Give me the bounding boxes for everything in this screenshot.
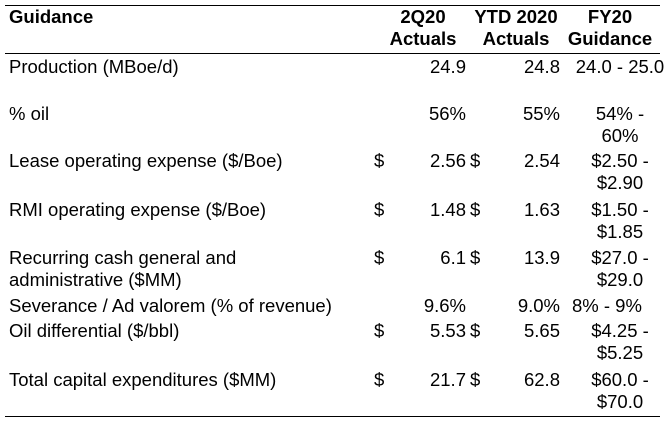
value-ytd: 62.8 bbox=[523, 369, 560, 390]
value-2q20: 56% bbox=[428, 103, 466, 124]
currency-2q20: $ bbox=[374, 199, 385, 220]
value-2q20: 9.6% bbox=[423, 295, 466, 316]
header-fy20-guidance: FY20 Guidance bbox=[567, 6, 653, 49]
row-label: Oil differential ($/bbl) bbox=[9, 320, 180, 341]
header-guidance: Guidance bbox=[9, 6, 94, 27]
row-label: Severance / Ad valorem (% of revenue) bbox=[9, 295, 332, 316]
header-ytd-2020-actuals: YTD 2020 Actuals bbox=[474, 6, 558, 49]
value-2q20: 2.56 bbox=[429, 150, 466, 171]
value-fy20-guidance: $60.0 - $70.0 bbox=[591, 369, 649, 412]
value-fy20-guidance: 54% - 60% bbox=[595, 103, 645, 146]
value-fy20-guidance: $4.25 - $5.25 bbox=[591, 320, 649, 363]
value-fy20-guidance: $1.50 - $1.85 bbox=[591, 199, 649, 242]
currency-2q20: $ bbox=[374, 369, 385, 390]
row-label: Total capital expenditures ($MM) bbox=[9, 369, 277, 390]
currency-ytd: $ bbox=[470, 369, 481, 390]
value-2q20: 1.48 bbox=[429, 199, 466, 220]
value-ytd: 13.9 bbox=[523, 247, 560, 268]
value-ytd: 1.63 bbox=[523, 199, 560, 220]
row-label: RMI operating expense ($/Boe) bbox=[9, 199, 267, 220]
value-fy20-guidance: $27.0 - $29.0 bbox=[591, 247, 649, 290]
value-2q20: 6.1 bbox=[440, 247, 466, 268]
value-fy20-guidance: 24.0 - 25.0 bbox=[575, 56, 665, 77]
value-2q20: 24.9 bbox=[429, 56, 466, 77]
header-2q20-actuals: 2Q20 Actuals bbox=[389, 6, 457, 49]
table-bottom-rule bbox=[5, 416, 660, 417]
currency-ytd: $ bbox=[470, 247, 481, 268]
value-fy20-guidance: $2.50 - $2.90 bbox=[591, 150, 649, 193]
value-2q20: 5.53 bbox=[429, 320, 466, 341]
row-label: Recurring cash general and administrativ… bbox=[9, 247, 237, 290]
value-fy20-guidance: 8% - 9% bbox=[572, 295, 642, 316]
value-ytd: 55% bbox=[522, 103, 560, 124]
currency-2q20: $ bbox=[374, 150, 385, 171]
value-2q20: 21.7 bbox=[429, 369, 466, 390]
row-label: Production (MBoe/d) bbox=[9, 56, 179, 77]
currency-ytd: $ bbox=[470, 150, 481, 171]
value-ytd: 24.8 bbox=[523, 56, 560, 77]
currency-2q20: $ bbox=[374, 320, 385, 341]
row-label: % oil bbox=[9, 103, 50, 124]
header-rule bbox=[5, 53, 660, 54]
currency-2q20: $ bbox=[374, 247, 385, 268]
currency-ytd: $ bbox=[470, 320, 481, 341]
value-ytd: 9.0% bbox=[517, 295, 560, 316]
value-ytd: 5.65 bbox=[523, 320, 560, 341]
row-label: Lease operating expense ($/Boe) bbox=[9, 150, 283, 171]
table-top-rule bbox=[5, 5, 660, 6]
currency-ytd: $ bbox=[470, 199, 481, 220]
value-ytd: 2.54 bbox=[523, 150, 560, 171]
